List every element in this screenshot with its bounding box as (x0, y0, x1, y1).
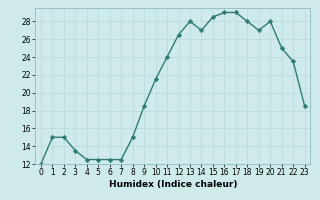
X-axis label: Humidex (Indice chaleur): Humidex (Indice chaleur) (108, 180, 237, 189)
